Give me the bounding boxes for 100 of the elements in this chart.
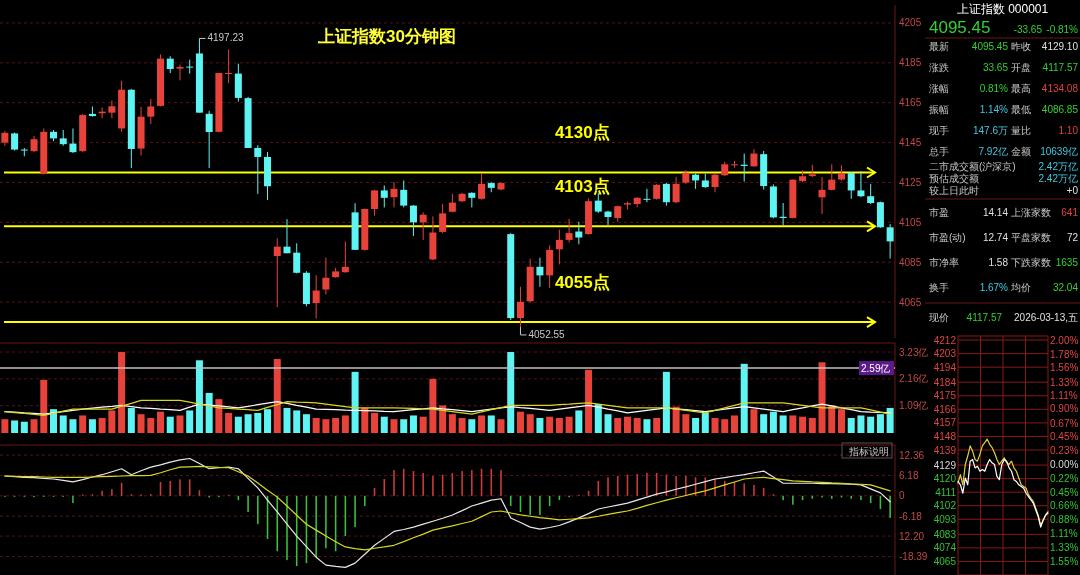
bar: [1, 419, 9, 433]
text: 4086.85: [1041, 104, 1079, 115]
bar: [59, 415, 67, 433]
y-tick-label: 12.20: [899, 530, 925, 542]
text: 市盈(动): [929, 232, 966, 243]
bar: [867, 416, 875, 433]
text: 最新: [929, 41, 949, 52]
bar: [614, 417, 622, 433]
bar: [380, 416, 388, 433]
candlestick: [847, 171, 855, 200]
bar: [750, 409, 758, 433]
text: 7.92亿: [978, 146, 1008, 157]
bar: [701, 412, 709, 433]
text: 4129.10: [1041, 41, 1079, 52]
bar: [419, 416, 427, 433]
y2-tick-label: 0.66%: [1050, 500, 1079, 512]
y-tick-label: 4065: [899, 296, 922, 308]
y-tick-label: 4102: [933, 500, 957, 512]
bar: [166, 416, 174, 433]
bar: [88, 419, 96, 433]
text: 2026-03-13,五: [1014, 312, 1078, 323]
y-tick-label: 12.36: [899, 449, 925, 461]
bar: [341, 415, 349, 433]
line-series: [4, 465, 891, 551]
bar: [730, 415, 738, 433]
bar: [546, 416, 554, 433]
candlestick: [604, 210, 612, 226]
y-tick-label: 4175: [933, 390, 957, 402]
candlestick: [886, 223, 894, 260]
y2-tick-label: 1.11%: [1050, 390, 1078, 402]
y-tick-label: 1.09亿: [899, 400, 929, 412]
candlestick: [225, 48, 233, 84]
y-tick-label: -18.39: [899, 550, 928, 562]
bar: [876, 414, 884, 433]
candlestick: [643, 188, 651, 203]
text: 量比: [1011, 125, 1031, 136]
y-tick-label: 2.16亿: [899, 373, 929, 385]
candlestick: [565, 218, 573, 243]
y2-tick-label: 1.33%: [1050, 376, 1079, 388]
text: 1635: [1055, 257, 1079, 268]
text: 1.14%: [979, 104, 1009, 115]
bar: [789, 415, 797, 433]
bar: [147, 417, 155, 433]
bar: [79, 415, 87, 433]
text: 现手: [929, 125, 949, 136]
bar: [692, 417, 700, 433]
text: 4095.45: [971, 41, 1009, 52]
bar: [769, 411, 777, 433]
candlestick: [400, 179, 408, 208]
text: 二市成交额(沪深京): [929, 161, 1016, 172]
bar: [11, 420, 19, 433]
bar: [536, 417, 544, 433]
y-tick-label: 4129: [933, 459, 957, 471]
y-tick-label: 4139: [933, 444, 957, 456]
ref-line-label: 4130点: [554, 123, 610, 143]
candlestick: [439, 203, 447, 234]
bar: [478, 415, 486, 433]
bar: [157, 411, 165, 433]
bar: [322, 419, 330, 433]
bar: [30, 419, 38, 433]
bar: [293, 410, 301, 433]
annotation: 指标说明: [848, 446, 889, 457]
text: 开盘: [1011, 62, 1031, 73]
y-tick-label: 0: [899, 490, 905, 502]
y2-tick-label: 0.88%: [1050, 514, 1079, 526]
bar: [448, 414, 456, 433]
candlestick: [108, 100, 116, 119]
bar: [312, 417, 320, 433]
bar: [594, 404, 602, 433]
text: 32.04: [1052, 282, 1079, 293]
bar: [672, 406, 680, 433]
y-tick-label: 4074: [933, 542, 957, 554]
text: 总手: [928, 146, 949, 157]
bar: [458, 417, 466, 433]
annotation: 4052.55: [528, 328, 566, 340]
bar: [176, 415, 184, 433]
bar: [273, 359, 281, 433]
text: 0.81%: [979, 83, 1009, 94]
text: 2.42万亿: [1038, 161, 1078, 172]
bar: [400, 419, 408, 433]
ref-line-label: 4055点: [554, 273, 610, 293]
y-tick-label: 4145: [899, 137, 922, 149]
text: 上证指数 000001: [956, 2, 1049, 16]
y-tick-label: 4083: [933, 528, 957, 540]
text: 金额: [1011, 146, 1031, 157]
candlestick: [322, 257, 330, 296]
candlestick: [857, 170, 865, 198]
y2-tick-label: 0.00%: [1050, 459, 1079, 471]
candlestick: [575, 221, 583, 245]
bar: [98, 417, 106, 433]
candlestick: [205, 110, 213, 169]
y-tick-label: 4203: [933, 348, 957, 360]
y-tick-label: 4085: [899, 256, 922, 268]
text: 1.67%: [979, 282, 1009, 293]
y-tick-label: 3.23亿: [899, 346, 929, 358]
bar: [118, 352, 126, 433]
bar: [264, 409, 272, 433]
bar: [429, 378, 437, 433]
text: 147.6万: [972, 125, 1008, 136]
candlestick: [867, 183, 875, 205]
